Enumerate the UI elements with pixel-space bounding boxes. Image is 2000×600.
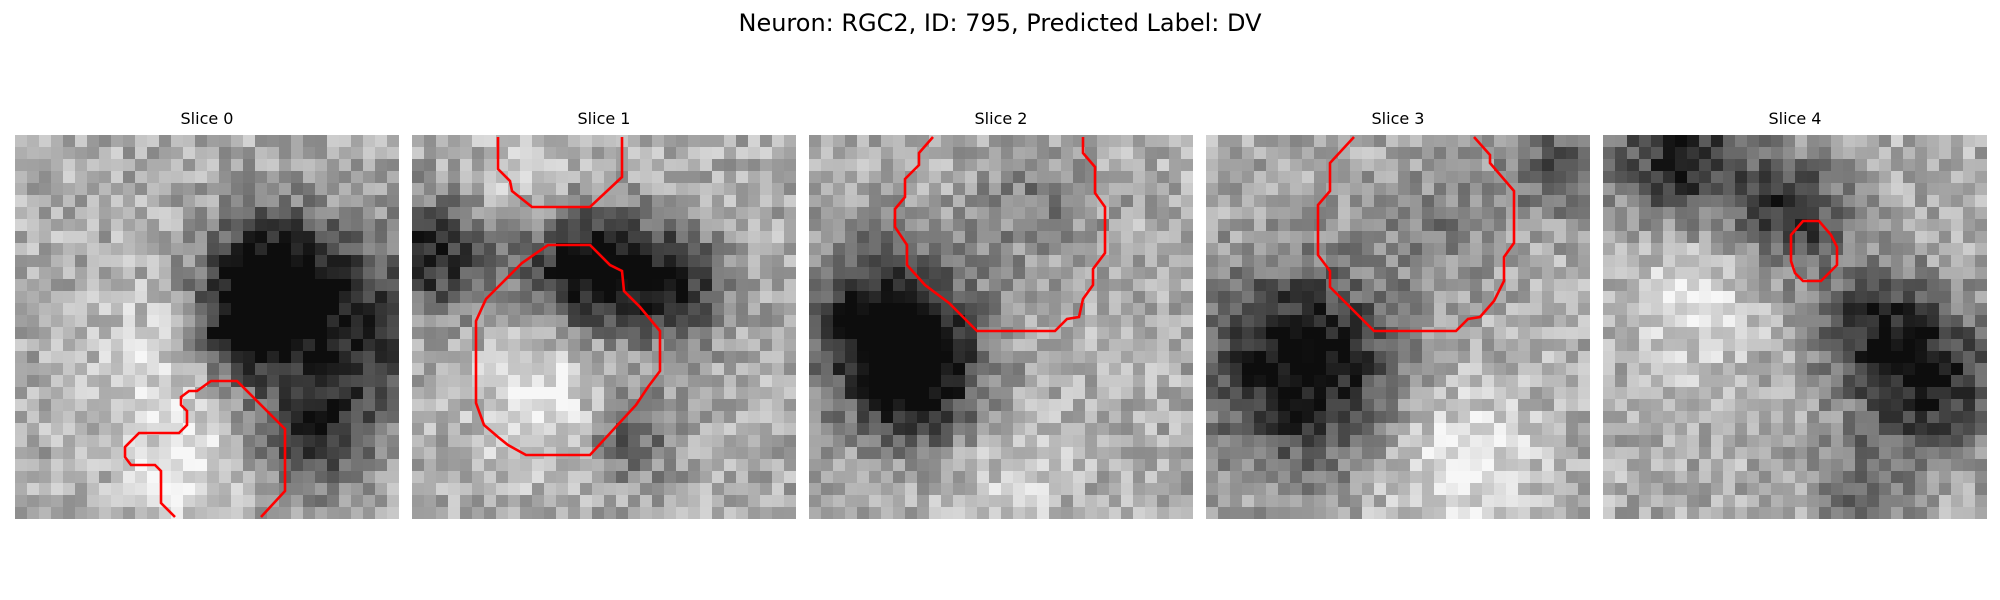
- image-slice-3: [1206, 135, 1590, 519]
- grayscale-image: [15, 135, 399, 519]
- panel-title-slice-0: Slice 0: [180, 109, 234, 128]
- image-slice-4: [1603, 135, 1987, 519]
- segmentation-outline: [1316, 136, 1516, 333]
- grayscale-image: [1206, 135, 1590, 519]
- panel-title-slice-1: Slice 1: [577, 109, 631, 128]
- panel-title-slice-4: Slice 4: [1768, 109, 1822, 128]
- grayscale-image: [1603, 135, 1987, 519]
- figure-title: Neuron: RGC2, ID: 795, Predicted Label: …: [738, 9, 1262, 37]
- panel-title-slice-3: Slice 3: [1371, 109, 1425, 128]
- image-slice-0: [15, 135, 399, 519]
- segmentation-outline: [496, 137, 624, 209]
- segmentation-outline: [123, 379, 287, 518]
- image-slice-1: [412, 135, 796, 519]
- image-panel-slice-2: [809, 135, 1193, 519]
- image-panel-slice-1: [412, 135, 796, 519]
- image-slice-2: [809, 135, 1193, 519]
- image-panel-slice-4: [1603, 135, 1987, 519]
- segmentation-outline: [474, 243, 662, 457]
- segmentation-outline: [893, 136, 1107, 333]
- grayscale-image: [412, 135, 796, 519]
- image-panel-slice-0: [15, 135, 399, 519]
- image-panel-slice-3: [1206, 135, 1590, 519]
- segmentation-outline: [1789, 219, 1839, 283]
- panel-title-slice-2: Slice 2: [974, 109, 1028, 128]
- grayscale-image: [809, 135, 1193, 519]
